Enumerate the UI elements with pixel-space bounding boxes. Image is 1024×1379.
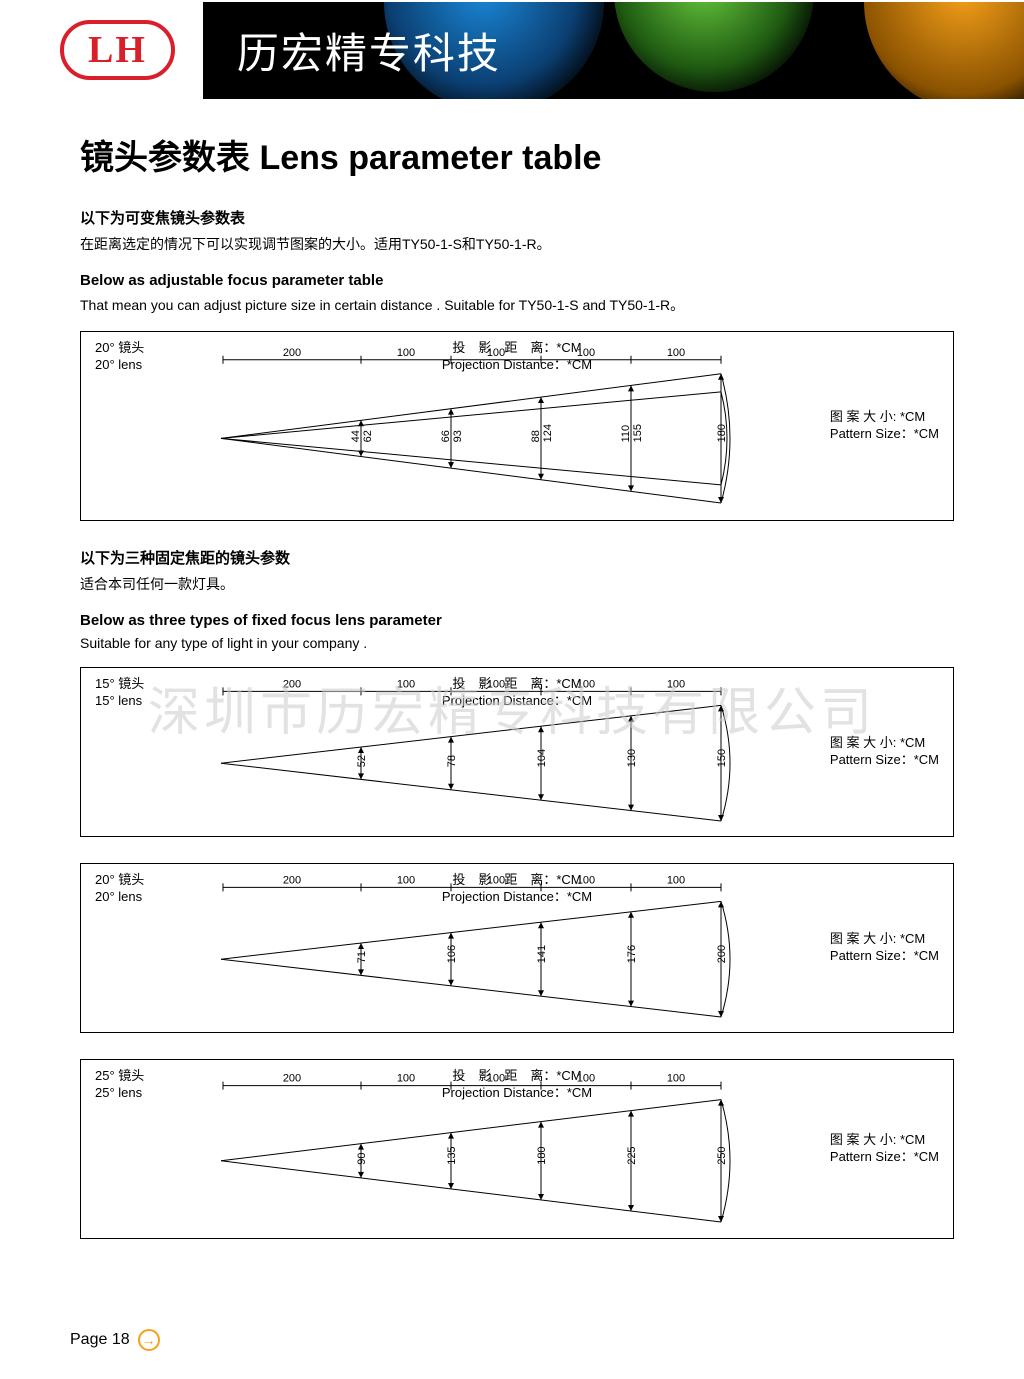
svg-text:180: 180 xyxy=(536,1146,548,1164)
section1-heading-cn: 以下为可变焦镜头参数表 xyxy=(80,207,954,228)
svg-text:100: 100 xyxy=(487,678,505,690)
svg-text:100: 100 xyxy=(397,347,415,359)
svg-text:106: 106 xyxy=(446,945,458,963)
lens-diagram-fixed25: 25° 镜头25° lens 投 影 距 离：*CMProjection Dis… xyxy=(80,1059,954,1239)
svg-text:100: 100 xyxy=(577,1073,595,1085)
decorative-orb-green xyxy=(614,2,814,92)
svg-text:44: 44 xyxy=(350,430,362,442)
svg-text:88: 88 xyxy=(530,430,542,442)
svg-text:100: 100 xyxy=(487,1073,505,1085)
svg-text:100: 100 xyxy=(667,347,685,359)
svg-text:66: 66 xyxy=(440,430,452,442)
section1-heading-en: Below as adjustable focus parameter tabl… xyxy=(80,272,954,289)
page-content: 镜头参数表 Lens parameter table 以下为可变焦镜头参数表 在… xyxy=(0,100,1024,1239)
lens-angle-label: 15° 镜头15° lens xyxy=(95,676,144,710)
svg-text:150: 150 xyxy=(716,749,728,767)
lens-diagram-fixed20: 20° 镜头20° lens 投 影 距 离：*CMProjection Dis… xyxy=(80,863,954,1033)
svg-text:100: 100 xyxy=(397,874,415,886)
svg-text:100: 100 xyxy=(667,1073,685,1085)
svg-text:155: 155 xyxy=(632,424,644,442)
page-footer: Page 18 → xyxy=(70,1329,160,1351)
svg-text:100: 100 xyxy=(487,347,505,359)
section2-sub-cn: 适合本司任何一款灯具。 xyxy=(80,574,954,594)
page-title: 镜头参数表 Lens parameter table xyxy=(80,130,954,179)
lens-diagram-adjustable20: 20° 镜头20° lens 投 影 距 离：*CMProjection Dis… xyxy=(80,331,954,521)
svg-text:93: 93 xyxy=(452,430,464,442)
svg-text:100: 100 xyxy=(577,874,595,886)
svg-text:200: 200 xyxy=(283,347,301,359)
svg-text:62: 62 xyxy=(362,430,374,442)
section2-heading-cn: 以下为三种固定焦距的镜头参数 xyxy=(80,547,954,568)
company-name: 历宏精专科技 xyxy=(237,30,501,77)
header-bar: LH 历宏精专科技 xyxy=(0,0,1024,100)
svg-text:100: 100 xyxy=(667,874,685,886)
decorative-orb-orange xyxy=(864,2,1024,99)
svg-text:78: 78 xyxy=(446,755,458,767)
lens-angle-label: 20° 镜头20° lens xyxy=(95,340,144,374)
svg-text:52: 52 xyxy=(356,755,368,767)
svg-text:124: 124 xyxy=(542,424,554,442)
svg-text:100: 100 xyxy=(577,678,595,690)
section2-sub-en: Suitable for any type of light in your c… xyxy=(80,635,954,651)
svg-text:200: 200 xyxy=(283,678,301,690)
svg-text:180: 180 xyxy=(716,424,728,442)
svg-text:135: 135 xyxy=(446,1146,458,1164)
page-number: Page 18 xyxy=(70,1331,130,1349)
lens-angle-label: 25° 镜头25° lens xyxy=(95,1068,144,1102)
svg-text:110: 110 xyxy=(620,425,632,443)
next-page-icon: → xyxy=(138,1329,160,1351)
company-title-bar: 历宏精专科技 xyxy=(203,2,1024,99)
section1-sub-cn: 在距离选定的情况下可以实现调节图案的大小。适用TY50-1-S和TY50-1-R… xyxy=(80,234,954,254)
svg-text:141: 141 xyxy=(536,945,548,963)
svg-text:71: 71 xyxy=(356,951,368,963)
svg-text:100: 100 xyxy=(667,678,685,690)
svg-text:104: 104 xyxy=(536,749,548,767)
section2-heading-en: Below as three types of fixed focus lens… xyxy=(80,612,954,629)
section1-sub-en: That mean you can adjust picture size in… xyxy=(80,295,954,315)
lens-diagram-fixed15: 15° 镜头15° lens 投 影 距 离：*CMProjection Dis… xyxy=(80,667,954,837)
lens-angle-label: 20° 镜头20° lens xyxy=(95,872,144,906)
diagram-group-fixed: 15° 镜头15° lens 投 影 距 离：*CMProjection Dis… xyxy=(80,667,954,1239)
svg-text:200: 200 xyxy=(283,874,301,886)
svg-text:90: 90 xyxy=(356,1153,368,1165)
svg-text:250: 250 xyxy=(716,1146,728,1164)
svg-text:100: 100 xyxy=(397,1073,415,1085)
svg-text:100: 100 xyxy=(577,347,595,359)
svg-text:176: 176 xyxy=(626,945,638,963)
diagram-group-adjustable: 20° 镜头20° lens 投 影 距 离：*CMProjection Dis… xyxy=(80,331,954,521)
svg-text:130: 130 xyxy=(626,749,638,767)
svg-text:200: 200 xyxy=(283,1073,301,1085)
svg-text:100: 100 xyxy=(487,874,505,886)
logo-badge: LH xyxy=(60,20,175,80)
svg-text:225: 225 xyxy=(626,1146,638,1164)
svg-text:200: 200 xyxy=(716,945,728,963)
svg-text:100: 100 xyxy=(397,678,415,690)
